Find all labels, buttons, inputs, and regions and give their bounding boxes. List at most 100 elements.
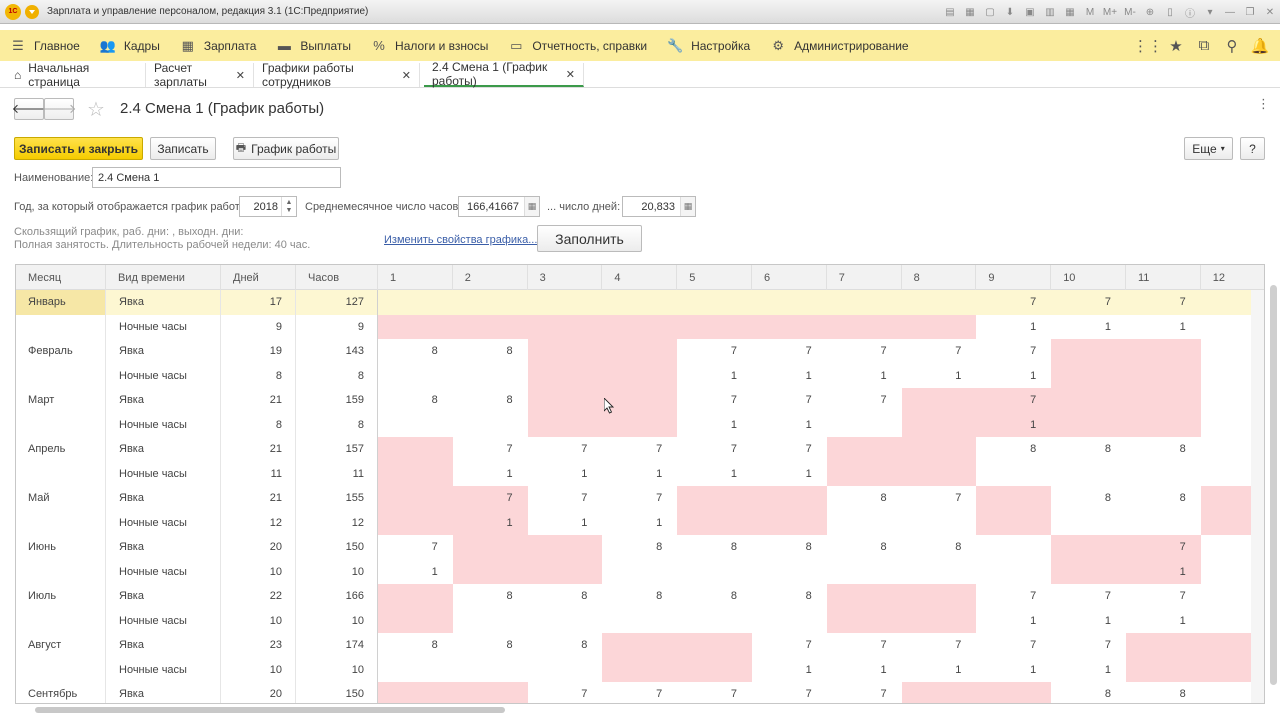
month-cell[interactable] [16, 461, 106, 486]
day-cell[interactable] [1051, 559, 1126, 584]
day-cell[interactable]: 7 [1030, 345, 1037, 358]
hours-cell[interactable]: 12 [296, 510, 378, 535]
day-cell[interactable] [453, 609, 528, 634]
day-cell[interactable] [602, 339, 678, 364]
day-cell[interactable]: 7 [452, 486, 528, 511]
column-header-day[interactable]: 9 [976, 265, 1052, 290]
table-row[interactable]: Май Явка 21 155 7 7 7 8 7 8 8 [16, 486, 1264, 511]
day-cell[interactable] [902, 511, 977, 536]
time-type-cell[interactable]: Явка [106, 535, 221, 560]
month-cell[interactable]: Июль [16, 584, 106, 609]
attach-icon[interactable]: ▣ [1025, 6, 1035, 18]
hours-cell[interactable]: 9 [296, 314, 378, 339]
section-payments[interactable]: ▬ Выплаты [266, 30, 361, 61]
chevron-down-icon[interactable]: ▾ [1207, 6, 1213, 18]
month-cell[interactable]: Сентябрь [16, 682, 106, 703]
day-cell[interactable]: 7 [730, 688, 737, 701]
day-cell[interactable] [1126, 633, 1201, 658]
table-row[interactable]: Июль Явка 22 166 8 8 8 8 8 7 7 7 [16, 584, 1252, 609]
day-cell[interactable]: 8 [656, 541, 663, 554]
day-cell[interactable] [1126, 363, 1201, 388]
day-cell[interactable]: 8 [506, 639, 513, 652]
day-cell[interactable] [1126, 412, 1201, 437]
table-row[interactable]: Ночные часы 10 10 1 1 [16, 559, 1252, 585]
day-cell[interactable]: 1 [1104, 614, 1111, 627]
time-type-cell[interactable]: Явка [106, 290, 221, 315]
zoom-icon[interactable]: ⊕ [1145, 6, 1155, 18]
calculator-icon[interactable]: ▦ [524, 197, 539, 216]
days-cell[interactable]: 22 [221, 584, 296, 609]
table-row[interactable]: Январь Явка 17 127 7 7 7 [16, 290, 1252, 315]
day-cell[interactable]: 8 [880, 492, 887, 505]
memory-plus-icon[interactable]: M+ [1102, 6, 1118, 18]
day-cell[interactable] [1051, 511, 1126, 536]
time-type-cell[interactable]: Явка [106, 339, 221, 364]
time-type-cell[interactable]: Ночные часы [106, 412, 221, 437]
day-cell[interactable] [901, 584, 977, 609]
month-cell[interactable]: Апрель [16, 437, 106, 462]
day-cell[interactable] [752, 486, 827, 511]
day-cell[interactable]: 7 [805, 394, 812, 407]
day-cell[interactable] [378, 682, 453, 703]
day-cell[interactable] [677, 560, 752, 585]
day-cell[interactable]: 7 [581, 443, 588, 456]
days-cell[interactable]: 8 [221, 363, 296, 388]
days-cell[interactable]: 11 [221, 461, 296, 486]
days-cell[interactable]: 23 [221, 633, 296, 658]
day-cell[interactable]: 8 [1030, 443, 1037, 456]
year-spinner[interactable]: ▲ ▼ [281, 197, 296, 216]
column-header-days[interactable]: Дней [221, 265, 296, 290]
month-cell[interactable] [16, 314, 106, 339]
day-cell[interactable] [752, 609, 827, 634]
info-icon[interactable]: ⓘ [1185, 8, 1195, 20]
column-header-type[interactable]: Вид времени [106, 265, 221, 290]
day-cell[interactable] [453, 413, 528, 438]
horizontal-scroll-thumb[interactable] [35, 707, 505, 713]
day-cell[interactable] [378, 314, 453, 339]
days-cell[interactable]: 9 [221, 314, 296, 339]
day-cell[interactable] [453, 658, 528, 683]
day-cell[interactable]: 1 [805, 369, 812, 382]
day-cell[interactable] [901, 682, 977, 703]
day-cell[interactable] [1126, 462, 1201, 487]
day-cell[interactable]: 8 [581, 590, 588, 603]
day-cell[interactable] [976, 462, 1051, 487]
day-cell[interactable] [452, 559, 528, 584]
section-settings[interactable]: 🔧 Настройка [657, 30, 760, 61]
day-cell[interactable] [378, 437, 453, 462]
day-cell[interactable]: 8 [1179, 492, 1186, 505]
column-header-day[interactable]: 6 [752, 265, 827, 290]
table-row[interactable]: Ночные часы 9 9 1 1 1 [16, 314, 1252, 339]
day-cell[interactable]: 1 [581, 516, 588, 529]
more-button[interactable]: Еще ▾ [1184, 137, 1233, 160]
day-cell[interactable] [453, 364, 528, 389]
back-button[interactable]: 🡐 [12, 98, 46, 120]
day-cell[interactable]: 7 [431, 541, 438, 554]
restore-icon[interactable]: ❐ [1245, 6, 1255, 18]
days-cell[interactable]: 8 [221, 412, 296, 437]
month-cell[interactable]: Март [16, 388, 106, 413]
day-cell[interactable]: 7 [880, 639, 887, 652]
day-cell[interactable]: 8 [1179, 443, 1186, 456]
month-cell[interactable] [16, 657, 106, 682]
day-cell[interactable] [826, 608, 902, 633]
table-row[interactable]: Ночные часы 11 11 1 1 1 1 1 [16, 461, 1252, 487]
day-cell[interactable] [901, 461, 977, 486]
fill-button[interactable]: Заполнить [537, 225, 642, 252]
column-header-day[interactable]: 3 [528, 265, 603, 290]
section-taxes[interactable]: % Налоги и взносы [361, 30, 498, 61]
day-cell[interactable] [976, 486, 1052, 511]
day-cell[interactable]: 7 [955, 639, 962, 652]
days-cell[interactable]: 10 [221, 657, 296, 682]
change-properties-link[interactable]: Изменить свойства графика... [384, 234, 538, 246]
help-button[interactable]: ? [1240, 137, 1265, 160]
calendar-icon[interactable]: ▥ [1045, 6, 1055, 18]
hours-cell[interactable]: 10 [296, 559, 378, 584]
day-cell[interactable]: 8 [730, 541, 737, 554]
day-cell[interactable] [976, 535, 1051, 560]
day-cell[interactable] [1126, 657, 1201, 682]
day-cell[interactable] [826, 461, 902, 486]
day-cell[interactable]: 7 [880, 688, 887, 701]
days-cell[interactable]: 10 [221, 559, 296, 584]
day-cell[interactable] [602, 657, 678, 682]
